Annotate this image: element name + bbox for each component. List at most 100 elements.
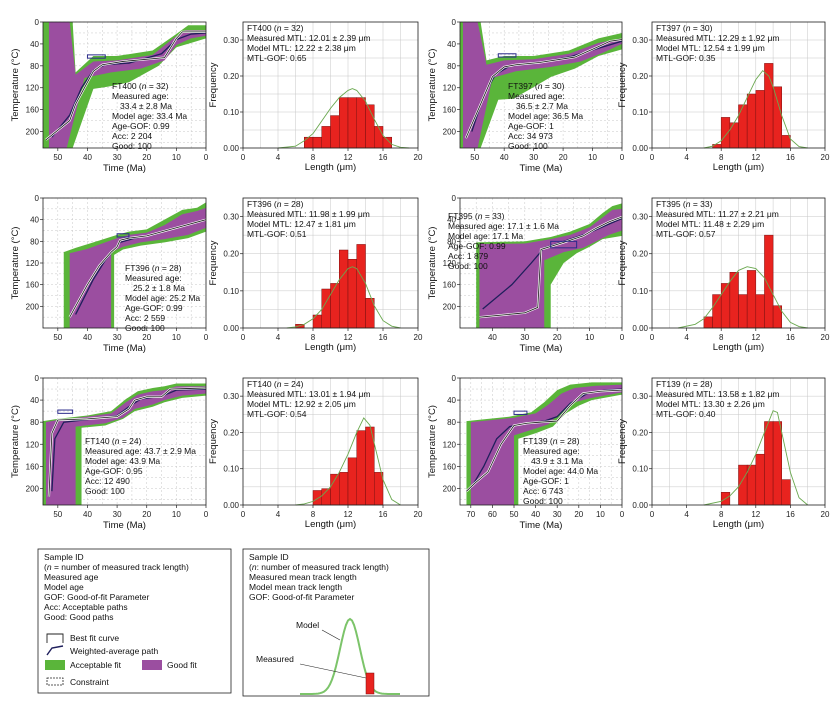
- y-axis-label: Temperature (°C): [10, 227, 21, 300]
- annotation-line: Age-GOF: 0.95: [85, 466, 143, 476]
- legend-line: Sample ID: [249, 552, 289, 562]
- annotation-line: Acc: 34 973: [508, 131, 553, 141]
- annotation-line: 25.2 ± 1.8 Ma: [133, 283, 185, 293]
- legend-model-label: Model: [296, 620, 319, 630]
- annotation-line: Model age: 25.2 Ma: [125, 293, 200, 303]
- x-axis-label: Time (Ma): [103, 163, 146, 174]
- y-tick-label: 200: [443, 302, 457, 311]
- best-fit-swatch: [46, 633, 64, 643]
- x-tick-label: 30: [529, 153, 538, 162]
- annotation-line: Model MTL: 12.54 ± 1.99 μm: [656, 43, 765, 53]
- length-histogram-ft400: 0 4 8 12 16 20 0.00 0.10 0.20 0.30 Length (μm) Freq…: [208, 21, 423, 173]
- y-tick-label: 160: [443, 106, 457, 115]
- length-histogram-ft140: 0 4 8 12 16 20 0.00 0.10 0.20 0.30 Length (μm) Freq…: [208, 377, 423, 530]
- x-tick-label: 30: [113, 333, 122, 342]
- y-tick-label: 0: [35, 194, 40, 203]
- x-axis-label: Time (Ma): [103, 343, 146, 354]
- length-histogram-ft139: 0 4 8 12 16 20 0.00 0.10 0.20 0.30 Length (μm) Freq…: [617, 377, 830, 530]
- y-axis-label: Frequency: [617, 419, 628, 464]
- constraint-box: [57, 409, 74, 414]
- legend-line: (n = number of measured track length): [44, 562, 189, 572]
- histogram-bar: [764, 234, 774, 329]
- histogram-bar: [781, 135, 791, 149]
- annotation-line: Age-GOF: 0.99: [448, 241, 506, 251]
- y-tick-label: 0: [452, 374, 457, 383]
- annotation-line: Acc: 12 490: [85, 476, 130, 486]
- y-tick-label: 160: [443, 281, 457, 290]
- sample-label: FT395 (n = 33): [656, 199, 713, 209]
- sample-label: FT140 (n = 24): [247, 379, 304, 389]
- y-tick-label: 0.30: [223, 36, 239, 45]
- legend-left: Sample ID(n = number of measured track l…: [37, 548, 232, 694]
- constraint-box: [513, 410, 528, 415]
- x-tick-label: 12: [751, 333, 760, 342]
- legend-line: Acc: Acceptable paths: [44, 602, 128, 612]
- x-axis-label: Length (μm): [305, 342, 356, 353]
- sample-label: FT396 (n = 28): [125, 263, 182, 273]
- annotation-line: Model age: 33.4 Ma: [112, 111, 187, 121]
- y-axis-label: Temperature (°C): [427, 227, 438, 300]
- best-fit-curve: [466, 389, 622, 492]
- x-tick-label: 20: [414, 510, 423, 519]
- y-tick-label: 120: [26, 259, 40, 268]
- histogram-bar: [755, 453, 765, 506]
- histogram-bar: [321, 126, 331, 149]
- length-histogram-ft396: 0 4 8 12 16 20 0.00 0.10 0.20 0.30 Length (μm) Freq…: [208, 197, 423, 353]
- annotation-line: Good: 100: [112, 141, 152, 151]
- annotation-line: MTL-GOF: 0.54: [247, 409, 307, 419]
- x-tick-label: 50: [53, 333, 62, 342]
- legend-line: GOF: Good-of-fit Parameter: [249, 592, 355, 602]
- annotation-line: MTL-GOF: 0.40: [656, 409, 716, 419]
- x-tick-label: 10: [172, 333, 181, 342]
- x-tick-label: 16: [786, 510, 795, 519]
- y-tick-label: 0.20: [223, 428, 239, 437]
- x-tick-label: 8: [719, 153, 724, 162]
- annotation-line: Model age: 44.0 Ma: [523, 466, 598, 476]
- good-envelope: [69, 207, 206, 328]
- annotation-line: Model MTL: 11.48 ± 2.29 μm: [656, 219, 764, 229]
- x-tick-label: 8: [719, 510, 724, 519]
- y-tick-label: 0.00: [632, 144, 648, 153]
- y-tick-label: 160: [26, 462, 40, 471]
- y-axis-label: Frequency: [617, 240, 628, 285]
- annotation-line: Model MTL: 12.22 ± 2.38 μm: [247, 43, 356, 53]
- x-tick-label: 50: [53, 510, 62, 519]
- x-tick-label: 30: [520, 333, 529, 342]
- legend-line: Measured age: [44, 572, 99, 582]
- y-axis-label: Frequency: [208, 419, 219, 464]
- annotation-line: Model MTL: 12.92 ± 2.05 μm: [247, 399, 356, 409]
- y-tick-label: 200: [26, 128, 40, 137]
- y-tick-label: 80: [447, 62, 456, 71]
- annotation-line: Acc: 2 559: [125, 313, 165, 323]
- y-tick-label: 200: [443, 128, 457, 137]
- histogram-bar: [347, 259, 357, 329]
- y-tick-label: 0.30: [223, 213, 239, 222]
- x-tick-label: 20: [559, 153, 568, 162]
- thermal-history-ft396: 50 40 30 20 10 0 0 40 80 120 160 200 Time (Ma) Temper…: [10, 194, 209, 354]
- x-tick-label: 8: [311, 510, 316, 519]
- histogram-bar: [356, 97, 366, 149]
- annotation-line: MTL-GOF: 0.51: [247, 229, 307, 239]
- x-tick-label: 16: [379, 333, 388, 342]
- annotation-line: Good: 100: [523, 496, 563, 506]
- x-tick-label: 10: [596, 510, 605, 519]
- x-tick-label: 12: [751, 510, 760, 519]
- x-tick-label: 0: [620, 153, 625, 162]
- x-tick-label: 10: [172, 510, 181, 519]
- annotation-line: Measured MTL: 11.27 ± 2.21 μm: [656, 209, 779, 219]
- plot-frame: [651, 21, 826, 149]
- sample-label: FT397 (n = 30): [508, 81, 565, 91]
- model-curve: [295, 417, 401, 506]
- plot-frame: [459, 377, 623, 506]
- model-curve: [703, 69, 808, 149]
- y-tick-label: 0: [452, 194, 457, 203]
- acceptable-swatch: [45, 660, 65, 670]
- histogram-bar: [746, 270, 757, 329]
- histogram-bar: [729, 272, 739, 329]
- y-tick-label: 40: [30, 40, 39, 49]
- x-axis-label: Length (μm): [305, 162, 356, 173]
- model-curve: [277, 88, 410, 149]
- legend-frame: [37, 548, 232, 694]
- y-axis-label: Temperature (°C): [10, 49, 21, 122]
- x-tick-label: 4: [684, 153, 689, 162]
